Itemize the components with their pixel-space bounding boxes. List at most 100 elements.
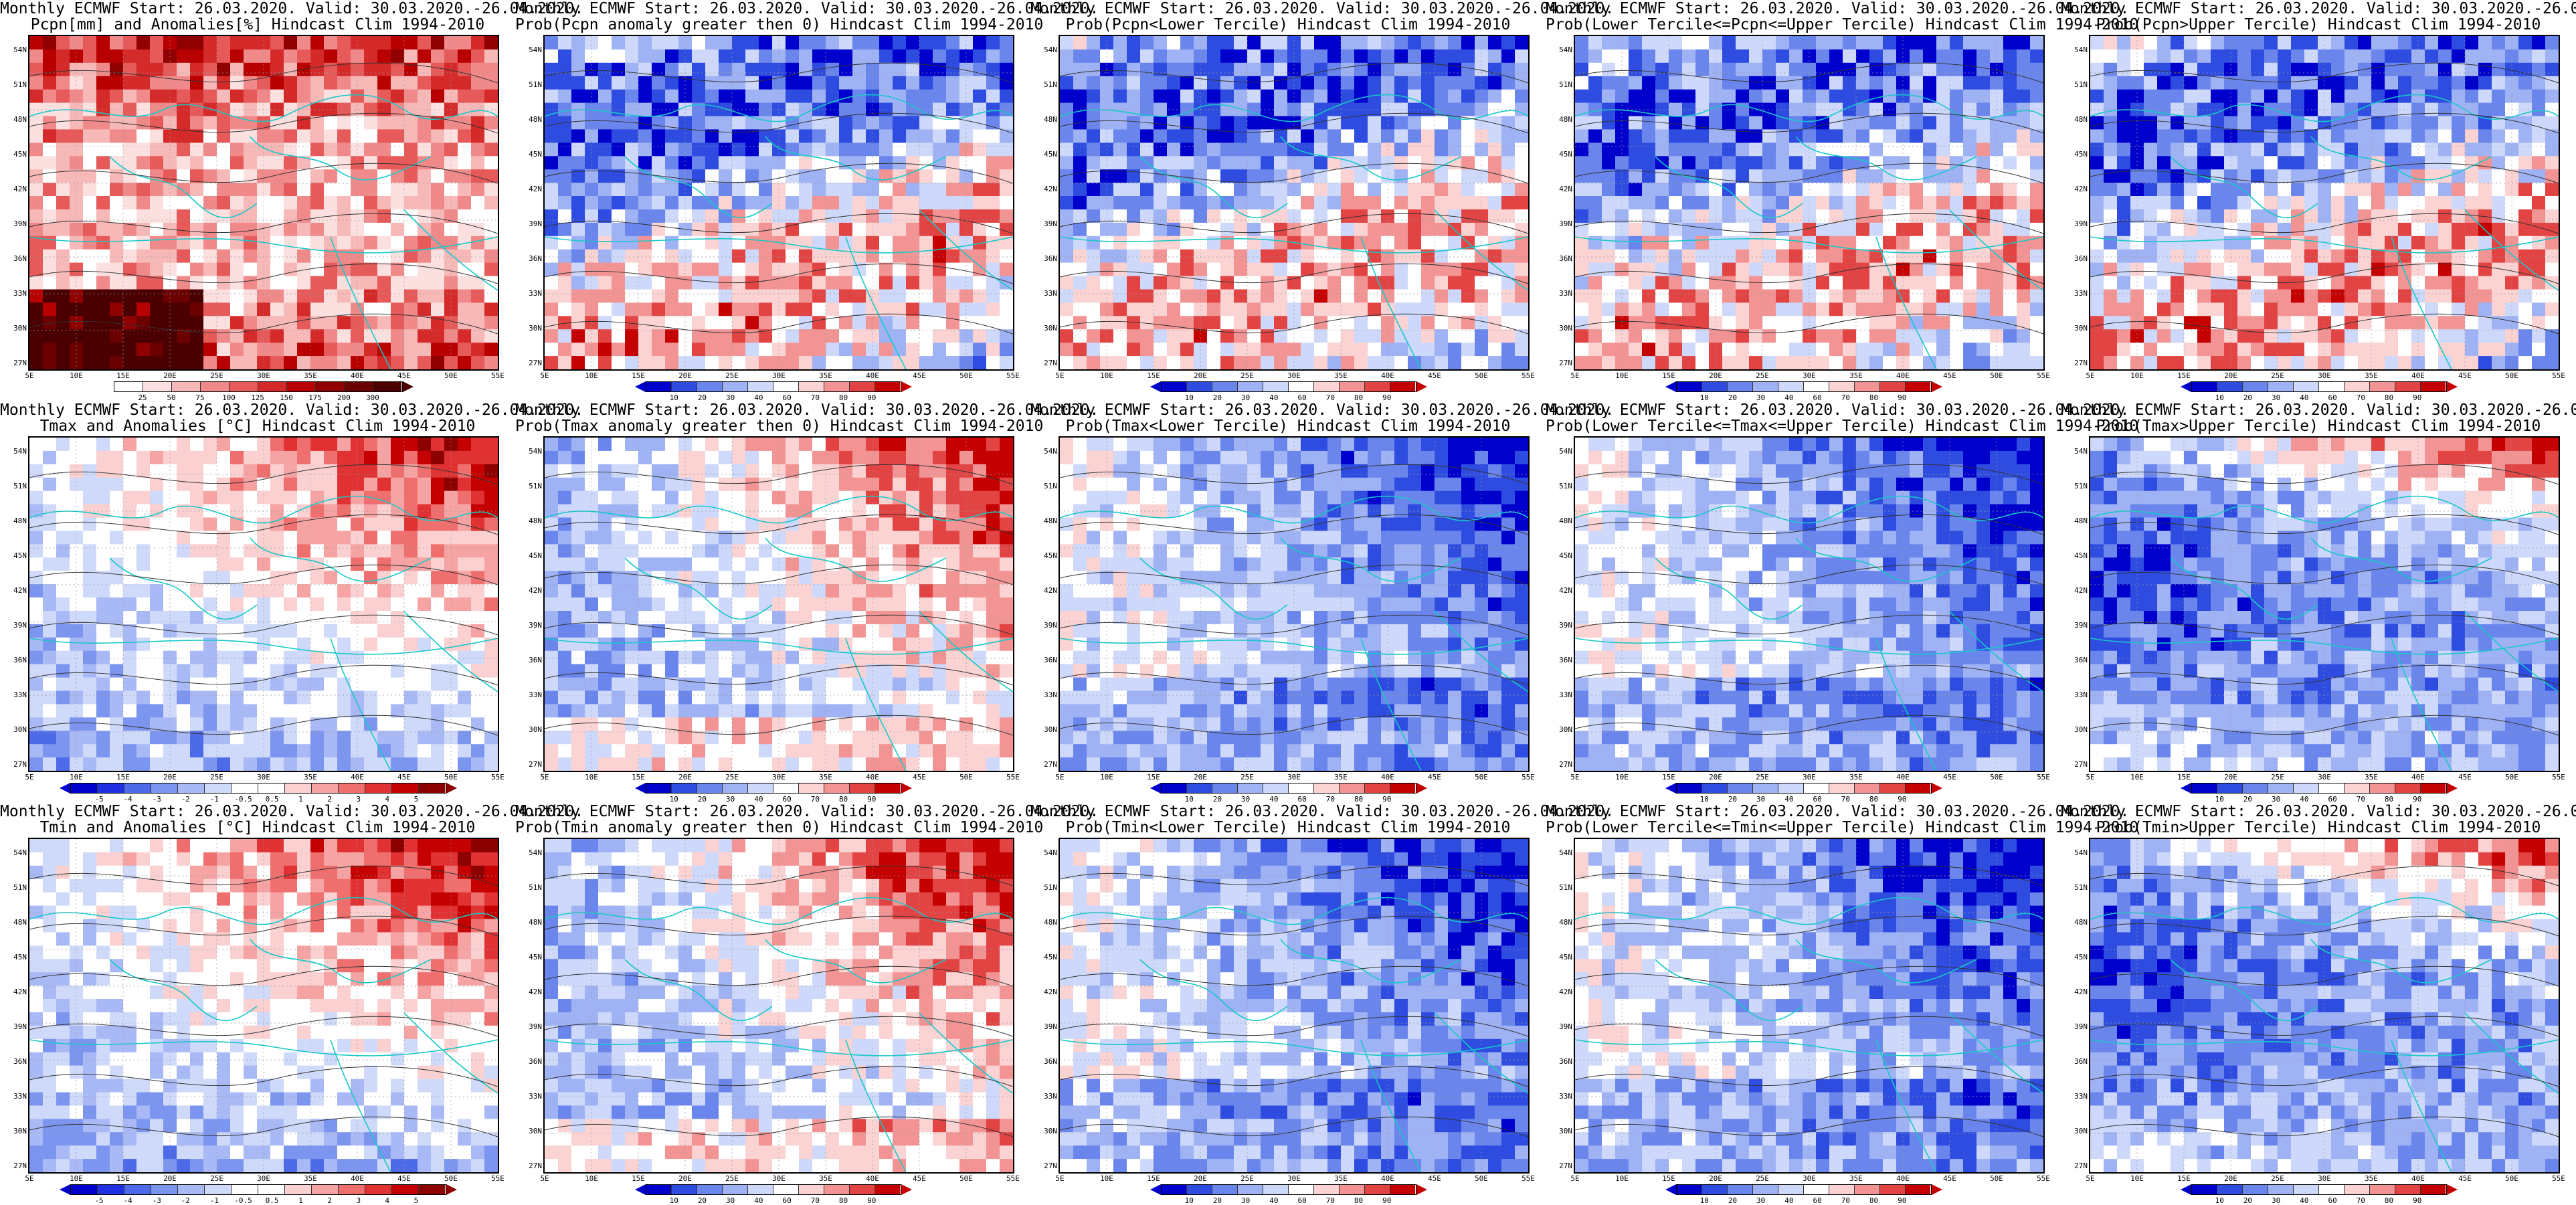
- map-panel: Monthly ECMWF Start: 26.03.2020. Valid: …: [515, 0, 1030, 401]
- colorbar-max-arrow: [901, 381, 912, 392]
- map-panel: Monthly ECMWF Start: 26.03.2020. Valid: …: [1030, 401, 1546, 803]
- lon-tick-label: 15E: [113, 1174, 133, 1183]
- colorbar-tick-label: 30: [2266, 1196, 2286, 1205]
- lat-tick-label: 51N: [519, 883, 542, 892]
- lat-tick-label: 33N: [1550, 690, 1572, 699]
- colorbar-swatch: [773, 1185, 799, 1194]
- lon-tick-label: 15E: [2174, 371, 2194, 380]
- colorbar-tick-label: 40: [1779, 1196, 1799, 1205]
- lon-tick-label: 40E: [862, 371, 883, 380]
- lon-tick-label: 45E: [909, 371, 929, 380]
- lon-tick-label: 55E: [1003, 371, 1023, 380]
- lon-tick-label: 20E: [160, 371, 180, 380]
- colorbar-swatch: [697, 1185, 723, 1194]
- lat-tick-label: 48N: [1034, 517, 1057, 525]
- panel-title-line2: Prob(Lower Tercile<=Tmax<=Upper Tercile)…: [1546, 418, 2061, 435]
- colorbar-swatch: [2421, 783, 2446, 793]
- panel-title-line2: Prob(Lower Tercile<=Tmin<=Upper Tercile)…: [1546, 820, 2061, 836]
- map-area: [28, 35, 499, 371]
- lon-tick-label: 35E: [1846, 773, 1866, 781]
- lat-tick-label: 27N: [1034, 1162, 1057, 1170]
- panel-title-line2: Prob(Tmax>Upper Tercile) Hindcast Clim 1…: [2061, 418, 2576, 435]
- colorbar-swatch: [1677, 382, 1702, 391]
- panel-title-line2: Prob(Pcpn>Upper Tercile) Hindcast Clim 1…: [2061, 17, 2576, 33]
- colorbar-swatch: [1187, 783, 1212, 793]
- lon-tick-label: 35E: [1331, 773, 1351, 781]
- colorbar-swatch: [1804, 783, 1829, 793]
- colorbar-max-arrow: [1416, 1184, 1427, 1195]
- lat-tick-label: 33N: [2065, 1092, 2088, 1101]
- map-field-svg: [29, 438, 498, 771]
- lon-tick-label: 40E: [862, 773, 883, 781]
- lat-tick-label: 48N: [519, 517, 542, 525]
- lat-tick-label: 30N: [4, 1127, 27, 1135]
- lat-tick-label: 54N: [1550, 447, 1572, 456]
- lon-tick-label: 35E: [300, 1174, 320, 1183]
- lon-tick-label: 25E: [2268, 1174, 2288, 1183]
- lat-tick-label: 39N: [1034, 621, 1057, 630]
- colorbar-swatch: [1906, 1185, 1930, 1194]
- lat-tick-label: 42N: [519, 586, 542, 595]
- colorbar-tick-label: 10: [1179, 1196, 1199, 1205]
- map-area: [2089, 436, 2560, 772]
- lat-tick-label: 54N: [4, 447, 27, 456]
- lon-tick-label: 20E: [1190, 1174, 1210, 1183]
- colorbar-swatch: [316, 382, 345, 391]
- colorbar-tick-label: 70: [1835, 1196, 1855, 1205]
- lon-tick-label: 55E: [1518, 773, 1538, 781]
- colorbar-max-arrow: [446, 1184, 457, 1195]
- lon-tick-label: 10E: [1097, 1174, 1117, 1183]
- lon-tick-label: 25E: [1752, 371, 1772, 380]
- lon-tick-label: 20E: [1706, 371, 1726, 380]
- lat-tick-label: 36N: [519, 656, 542, 664]
- colorbar-swatch: [1880, 1185, 1906, 1194]
- lat-tick-label: 45N: [4, 551, 27, 560]
- lat-tick-label: 42N: [4, 586, 27, 595]
- lat-tick-label: 54N: [2065, 848, 2088, 857]
- colorbar-tick-label: 40: [749, 1196, 769, 1205]
- colorbar-min-arrow: [1150, 1184, 1161, 1195]
- lat-tick-label: 33N: [519, 690, 542, 699]
- lat-tick-label: 48N: [2065, 115, 2088, 124]
- map-area: [2089, 838, 2560, 1174]
- lat-tick-label: 51N: [1034, 883, 1057, 892]
- lon-tick-label: 45E: [2455, 371, 2475, 380]
- lon-tick-label: 55E: [2033, 371, 2053, 380]
- lat-tick-label: 54N: [519, 45, 542, 54]
- lon-tick-label: 45E: [909, 1174, 929, 1183]
- map-field-svg: [2090, 36, 2559, 369]
- lat-tick-label: 36N: [1550, 656, 1572, 664]
- panel-title-line1: Monthly ECMWF Start: 26.03.2020. Valid: …: [0, 804, 515, 820]
- colorbar-swatch: [1340, 1185, 1365, 1194]
- map-area: [1574, 436, 2045, 772]
- lat-tick-label: 30N: [1034, 725, 1057, 734]
- colorbar-swatch: [201, 382, 229, 391]
- colorbar-swatch: [824, 1185, 850, 1194]
- colorbar-swatch: [373, 382, 401, 391]
- lat-tick-label: 27N: [1550, 359, 1572, 367]
- lat-tick-label: 33N: [1034, 289, 1057, 298]
- lon-tick-label: 55E: [488, 773, 508, 781]
- lon-tick-label: 35E: [300, 371, 320, 380]
- lat-tick-label: 36N: [4, 656, 27, 664]
- colorbar-swatch: [1314, 783, 1340, 793]
- map-field-svg: [545, 36, 1013, 369]
- colorbar-swatch: [232, 783, 258, 793]
- colorbar-max-arrow: [2447, 381, 2458, 392]
- lat-tick-label: 48N: [4, 517, 27, 525]
- lat-tick-label: 48N: [1034, 918, 1057, 927]
- lat-tick-label: 54N: [1550, 848, 1572, 857]
- lon-tick-label: 25E: [1237, 371, 1257, 380]
- lat-tick-label: 51N: [1550, 883, 1572, 892]
- colorbar-tick-label: 3: [349, 1196, 369, 1205]
- lat-tick-label: 51N: [519, 80, 542, 89]
- colorbar-swatch: [232, 1185, 258, 1194]
- colorbar-swatch: [2243, 783, 2268, 793]
- lat-tick-label: 54N: [519, 447, 542, 456]
- colorbar-swatch: [773, 382, 799, 391]
- lon-tick-label: 45E: [394, 773, 414, 781]
- lat-tick-label: 36N: [519, 1057, 542, 1066]
- lat-tick-label: 48N: [1550, 115, 1572, 124]
- lon-tick-label: 20E: [1706, 773, 1726, 781]
- colorbar-swatch: [1238, 783, 1263, 793]
